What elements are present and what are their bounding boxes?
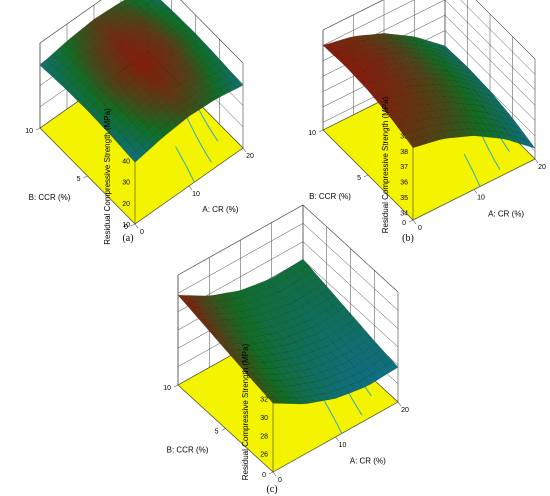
surface-cell bbox=[267, 397, 281, 404]
y-tick bbox=[83, 175, 88, 179]
x-axis-title: A: CR (%) bbox=[202, 205, 238, 214]
panel-label-c: (c) bbox=[266, 484, 277, 495]
x-axis-title: A: CR (%) bbox=[350, 457, 386, 466]
z-tick-label: 32 bbox=[260, 397, 268, 404]
y-tick bbox=[318, 129, 324, 133]
x-tick-label: 0 bbox=[278, 477, 282, 484]
surface-cell bbox=[129, 150, 142, 163]
surface-cell bbox=[407, 138, 421, 148]
x-tick bbox=[188, 185, 193, 191]
z-gridline bbox=[177, 241, 399, 329]
z-gridline bbox=[177, 222, 399, 311]
z-tick-label: 39 bbox=[400, 133, 408, 140]
y-tick bbox=[268, 471, 274, 475]
floor-contour bbox=[175, 146, 195, 183]
x-tick-label: 0 bbox=[140, 229, 144, 236]
y-tick-label: 5 bbox=[77, 176, 81, 183]
x-axis-title: A: CR (%) bbox=[488, 209, 524, 218]
z-gridline bbox=[177, 204, 399, 293]
y-tick bbox=[363, 174, 369, 178]
z-tick-label: 26 bbox=[260, 452, 268, 459]
z-tick-label: 30 bbox=[260, 415, 268, 422]
y-tick bbox=[408, 219, 414, 223]
surface-plot-c: 262830323436010200510A: CR (%)B: CCR (%)… bbox=[163, 204, 409, 484]
z-tick-label: 30 bbox=[122, 180, 130, 187]
x-tick-label: 0 bbox=[418, 225, 422, 232]
z-tick-label: 28 bbox=[260, 433, 268, 440]
z-tick-label: 10 bbox=[122, 222, 130, 229]
y-axis-title: B: CCR (%) bbox=[167, 446, 209, 455]
panel-label-b: (b) bbox=[402, 233, 414, 244]
y-tick-label: 0 bbox=[124, 224, 128, 231]
x-tick bbox=[242, 147, 247, 153]
floor-contour bbox=[324, 400, 343, 434]
z-tick-label: 36 bbox=[400, 180, 408, 187]
x-tick-label: 20 bbox=[401, 407, 409, 414]
y-tick bbox=[173, 384, 179, 388]
z-tick-label: 34 bbox=[400, 210, 408, 217]
x-tick-label: 10 bbox=[192, 191, 200, 198]
y-tick bbox=[221, 428, 226, 431]
y-tick-label: 10 bbox=[308, 130, 316, 137]
z-tick-label: 35 bbox=[400, 195, 408, 202]
x-tick-label: 10 bbox=[477, 195, 485, 202]
z-axis-title: Residual Compressive Strength (MPa) bbox=[103, 108, 112, 245]
surface-plot-a: 1020304050010200510A: CR (%)B: CCR (%)Re… bbox=[25, 0, 254, 245]
y-axis-title: B: CCR (%) bbox=[309, 192, 351, 201]
z-gridline bbox=[322, 0, 536, 75]
y-tick-label: 0 bbox=[402, 220, 406, 227]
surface-plot-b: 34353637383940010200510A: CR (%)B: CCR (… bbox=[308, 0, 546, 233]
z-axis-title: Residual Compressive Strength (MPa) bbox=[241, 343, 250, 480]
z-axis-title: Residual Compressive Strength (MPa) bbox=[381, 96, 390, 233]
y-tick-label: 5 bbox=[357, 175, 361, 182]
z-tick-label: 40 bbox=[122, 158, 130, 165]
y-tick-label: 10 bbox=[163, 385, 171, 392]
x-tick-label: 20 bbox=[246, 153, 254, 160]
x-tick bbox=[335, 436, 339, 442]
floor-contour bbox=[463, 153, 481, 187]
x-tick bbox=[134, 223, 139, 229]
z-gridline bbox=[322, 0, 536, 60]
y-tick-label: 0 bbox=[262, 472, 266, 479]
y-tick bbox=[130, 223, 136, 227]
y-tick-label: 5 bbox=[215, 429, 219, 436]
panel-label-a: (a) bbox=[122, 233, 133, 244]
y-axis-title: B: CCR (%) bbox=[29, 193, 71, 202]
x-tick bbox=[534, 158, 539, 164]
y-tick bbox=[35, 127, 41, 131]
z-tick-label: 38 bbox=[400, 149, 408, 156]
x-tick-label: 10 bbox=[339, 442, 347, 449]
z-tick-label: 20 bbox=[122, 201, 130, 208]
x-tick-label: 20 bbox=[538, 164, 546, 171]
x-tick bbox=[412, 219, 417, 225]
z-tick-label: 37 bbox=[400, 164, 408, 171]
x-tick bbox=[272, 471, 277, 477]
x-tick bbox=[397, 401, 402, 407]
y-tick-label: 10 bbox=[25, 128, 33, 135]
x-tick bbox=[473, 189, 478, 194]
z-gridline bbox=[39, 0, 244, 64]
